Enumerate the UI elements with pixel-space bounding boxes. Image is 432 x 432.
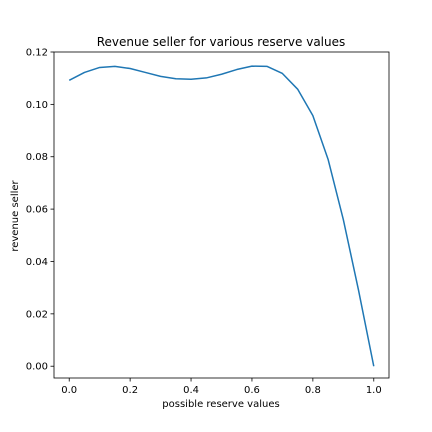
x-tick-label: 0.8 (305, 385, 321, 396)
plot-frame (53, 51, 390, 379)
y-axis: 0.00 0.02 0.04 0.06 0.08 0.10 0.12 (26, 48, 54, 373)
y-tick-label: 0.12 (26, 48, 48, 59)
y-tick-label: 0.10 (26, 100, 48, 111)
chart-title: Revenue seller for various reserve value… (97, 35, 346, 49)
x-tick-label: 0.4 (183, 385, 199, 396)
y-tick-label: 0.04 (26, 257, 48, 268)
x-tick-label: 0.0 (61, 385, 77, 396)
x-axis: 0.0 0.2 0.4 0.6 0.8 1.0 (61, 378, 382, 396)
plot-area (53, 51, 390, 379)
x-tick-label: 0.2 (122, 385, 138, 396)
y-tick-label: 0.08 (26, 152, 48, 163)
series-line (68, 65, 375, 367)
y-axis-label: revenue seller (10, 179, 21, 251)
x-tick-label: 1.0 (366, 385, 382, 396)
y-tick-label: 0.06 (26, 205, 48, 216)
y-tick-label: 0.00 (26, 362, 48, 373)
y-tick-label: 0.02 (26, 309, 48, 320)
x-axis-label: possible reserve values (162, 399, 279, 410)
x-tick-label: 0.6 (244, 385, 260, 396)
